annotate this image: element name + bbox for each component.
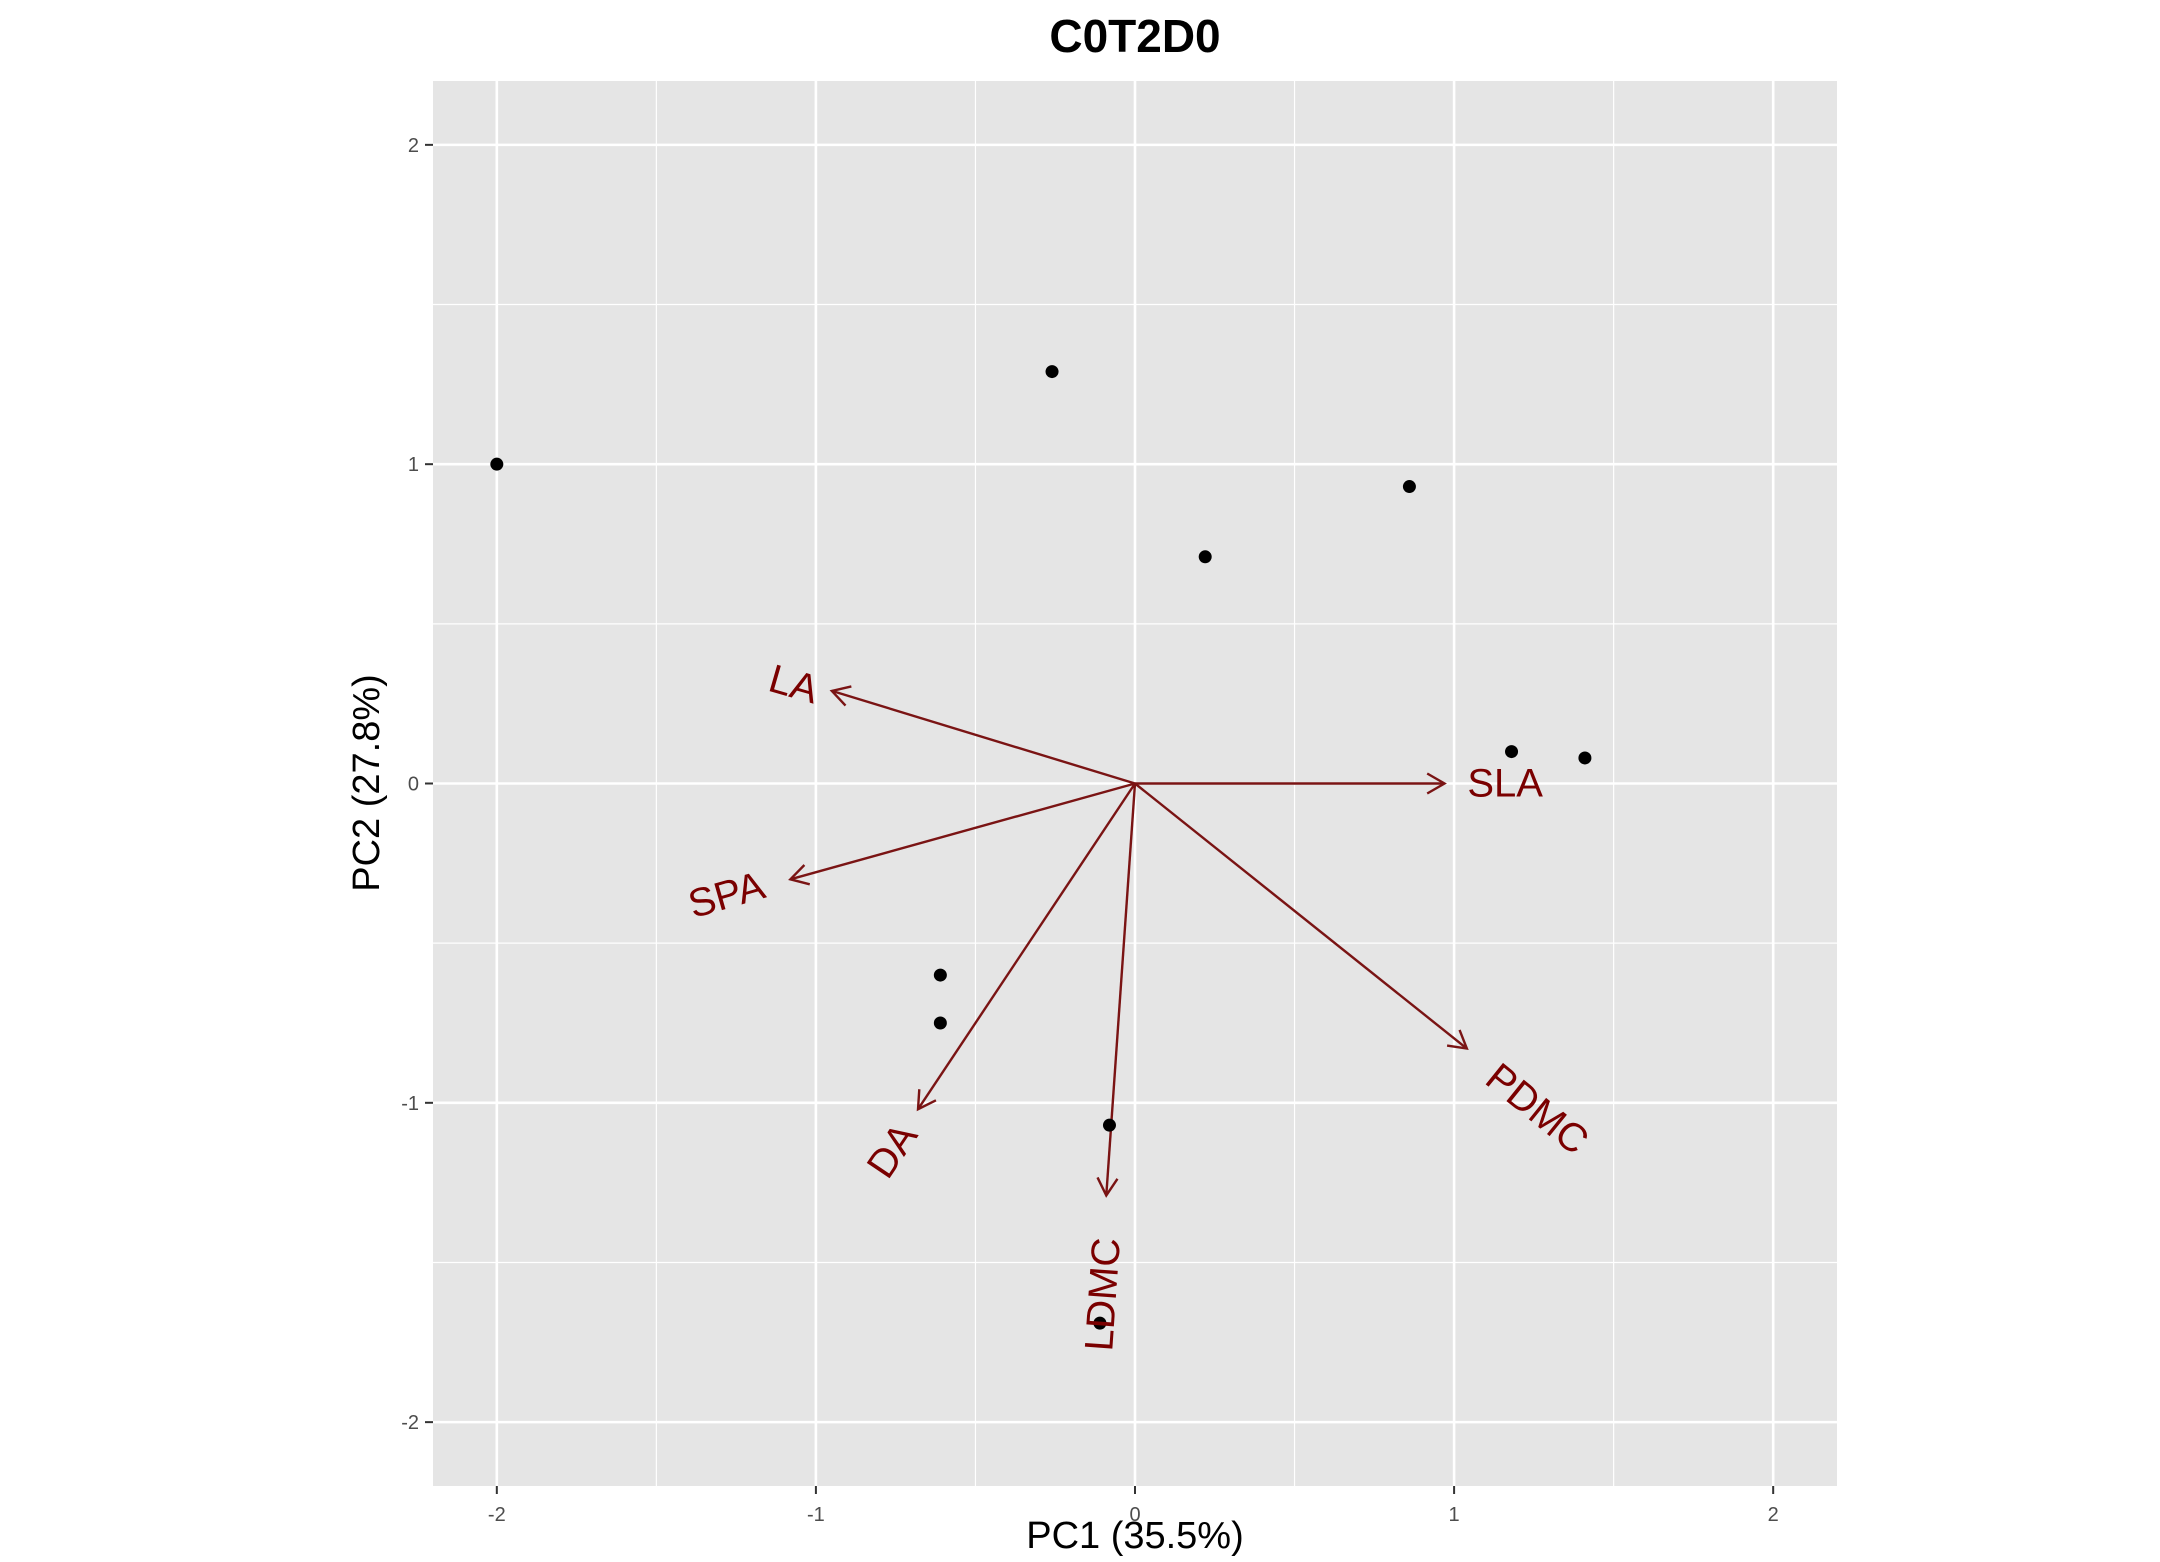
- loading-label-sla: SLA: [1467, 762, 1543, 806]
- data-point: [1093, 1316, 1107, 1330]
- loading-arrow-da: [917, 782, 1136, 1110]
- x-tick-label: 1: [1449, 1504, 1460, 1526]
- x-axis-title: PC1 (35.5%): [1026, 1515, 1244, 1557]
- loading-arrowhead-la: [829, 685, 852, 707]
- y-tick-label: -1: [401, 1093, 419, 1115]
- loading-arrowhead-da: [916, 1089, 937, 1112]
- loading-label-ldmc: LDMC: [1077, 1236, 1129, 1352]
- x-tick-label: -1: [807, 1504, 825, 1526]
- x-axis: -2 -1 0 1 2: [488, 1486, 1779, 1526]
- data-point: [490, 457, 504, 471]
- data-point: [933, 1016, 947, 1030]
- y-axis: -2 -1 0 1 2: [401, 135, 433, 1434]
- x-tick-label: 2: [1768, 1504, 1779, 1526]
- loading-arrow-pdmc: [1134, 782, 1468, 1050]
- y-tick-label: 2: [408, 135, 419, 157]
- data-point: [933, 968, 947, 982]
- data-point: [1402, 480, 1416, 494]
- data-point: [1578, 751, 1592, 765]
- y-tick-label: 0: [408, 774, 419, 796]
- loading-arrowhead-sla: [1426, 772, 1447, 795]
- y-axis-title: PC2 (27.8%): [346, 674, 388, 892]
- x-tick-label: -2: [488, 1504, 506, 1526]
- loading-arrow-la: [831, 689, 1136, 785]
- y-tick-label: -2: [401, 1412, 419, 1434]
- loading-arrowhead-pdmc: [1446, 1029, 1469, 1051]
- y-tick-label: 1: [408, 454, 419, 476]
- data-point: [1505, 745, 1519, 759]
- x-tick-label: 0: [1129, 1504, 1140, 1526]
- data-point: [1045, 365, 1059, 379]
- chart-title: C0T2D0: [1049, 10, 1220, 62]
- data-points: [490, 365, 1592, 1330]
- loading-arrowhead-ldmc: [1096, 1176, 1119, 1198]
- loading-arrow-spa: [790, 782, 1136, 881]
- loading-arrowhead-spa: [788, 864, 811, 886]
- data-point: [1102, 1118, 1116, 1132]
- loading-arrows: [788, 685, 1469, 1198]
- data-point: [1198, 550, 1212, 564]
